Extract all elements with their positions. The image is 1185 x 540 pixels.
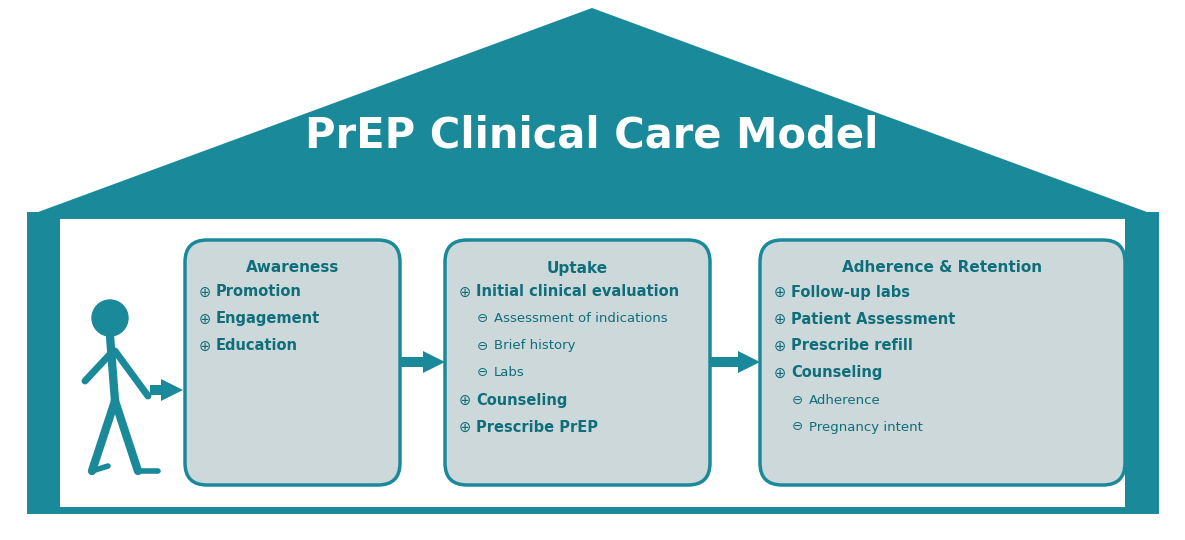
Circle shape [92, 300, 128, 336]
Text: Patient Assessment: Patient Assessment [792, 312, 955, 327]
Text: Prescribe PrEP: Prescribe PrEP [476, 420, 598, 435]
Text: ⊕: ⊕ [459, 393, 472, 408]
Polygon shape [738, 351, 760, 373]
Text: ⊕: ⊕ [459, 285, 472, 300]
FancyBboxPatch shape [760, 240, 1125, 485]
Text: ⊕: ⊕ [199, 312, 211, 327]
Text: ⊕: ⊕ [774, 312, 787, 327]
Text: ⊕: ⊕ [199, 285, 211, 300]
Text: ⊖: ⊖ [478, 340, 488, 353]
Text: Adherence: Adherence [809, 394, 880, 407]
FancyBboxPatch shape [30, 215, 1155, 510]
Text: ⊖: ⊖ [478, 367, 488, 380]
Text: ⊕: ⊕ [199, 339, 211, 354]
Text: Counseling: Counseling [792, 366, 883, 381]
Text: Initial clinical evaluation: Initial clinical evaluation [476, 285, 679, 300]
Text: ⊕: ⊕ [774, 366, 787, 381]
Text: Education: Education [216, 339, 297, 354]
FancyBboxPatch shape [185, 240, 401, 485]
Text: ⊕: ⊕ [774, 285, 787, 300]
Polygon shape [423, 351, 446, 373]
FancyBboxPatch shape [401, 357, 423, 367]
Text: Uptake: Uptake [547, 260, 608, 275]
Text: Adherence & Retention: Adherence & Retention [843, 260, 1043, 275]
Text: Labs: Labs [494, 367, 525, 380]
Text: Brief history: Brief history [494, 340, 576, 353]
FancyBboxPatch shape [30, 215, 60, 510]
Text: Promotion: Promotion [216, 285, 302, 300]
Text: Awareness: Awareness [245, 260, 339, 275]
Text: ⊖: ⊖ [478, 313, 488, 326]
Text: Follow-up labs: Follow-up labs [792, 285, 910, 300]
Text: PrEP Clinical Care Model: PrEP Clinical Care Model [306, 114, 879, 156]
Text: Engagement: Engagement [216, 312, 320, 327]
FancyBboxPatch shape [710, 357, 738, 367]
Text: ⊖: ⊖ [792, 421, 803, 434]
Text: ⊕: ⊕ [459, 420, 472, 435]
FancyBboxPatch shape [1125, 215, 1155, 510]
Text: Assessment of indications: Assessment of indications [494, 313, 667, 326]
Text: Pregnancy intent: Pregnancy intent [809, 421, 923, 434]
FancyBboxPatch shape [446, 240, 710, 485]
Polygon shape [161, 379, 182, 401]
Text: Counseling: Counseling [476, 393, 568, 408]
FancyBboxPatch shape [150, 385, 161, 395]
Text: ⊖: ⊖ [792, 394, 803, 407]
Text: ⊕: ⊕ [774, 339, 787, 354]
Text: Prescribe refill: Prescribe refill [792, 339, 912, 354]
Polygon shape [30, 8, 1155, 215]
